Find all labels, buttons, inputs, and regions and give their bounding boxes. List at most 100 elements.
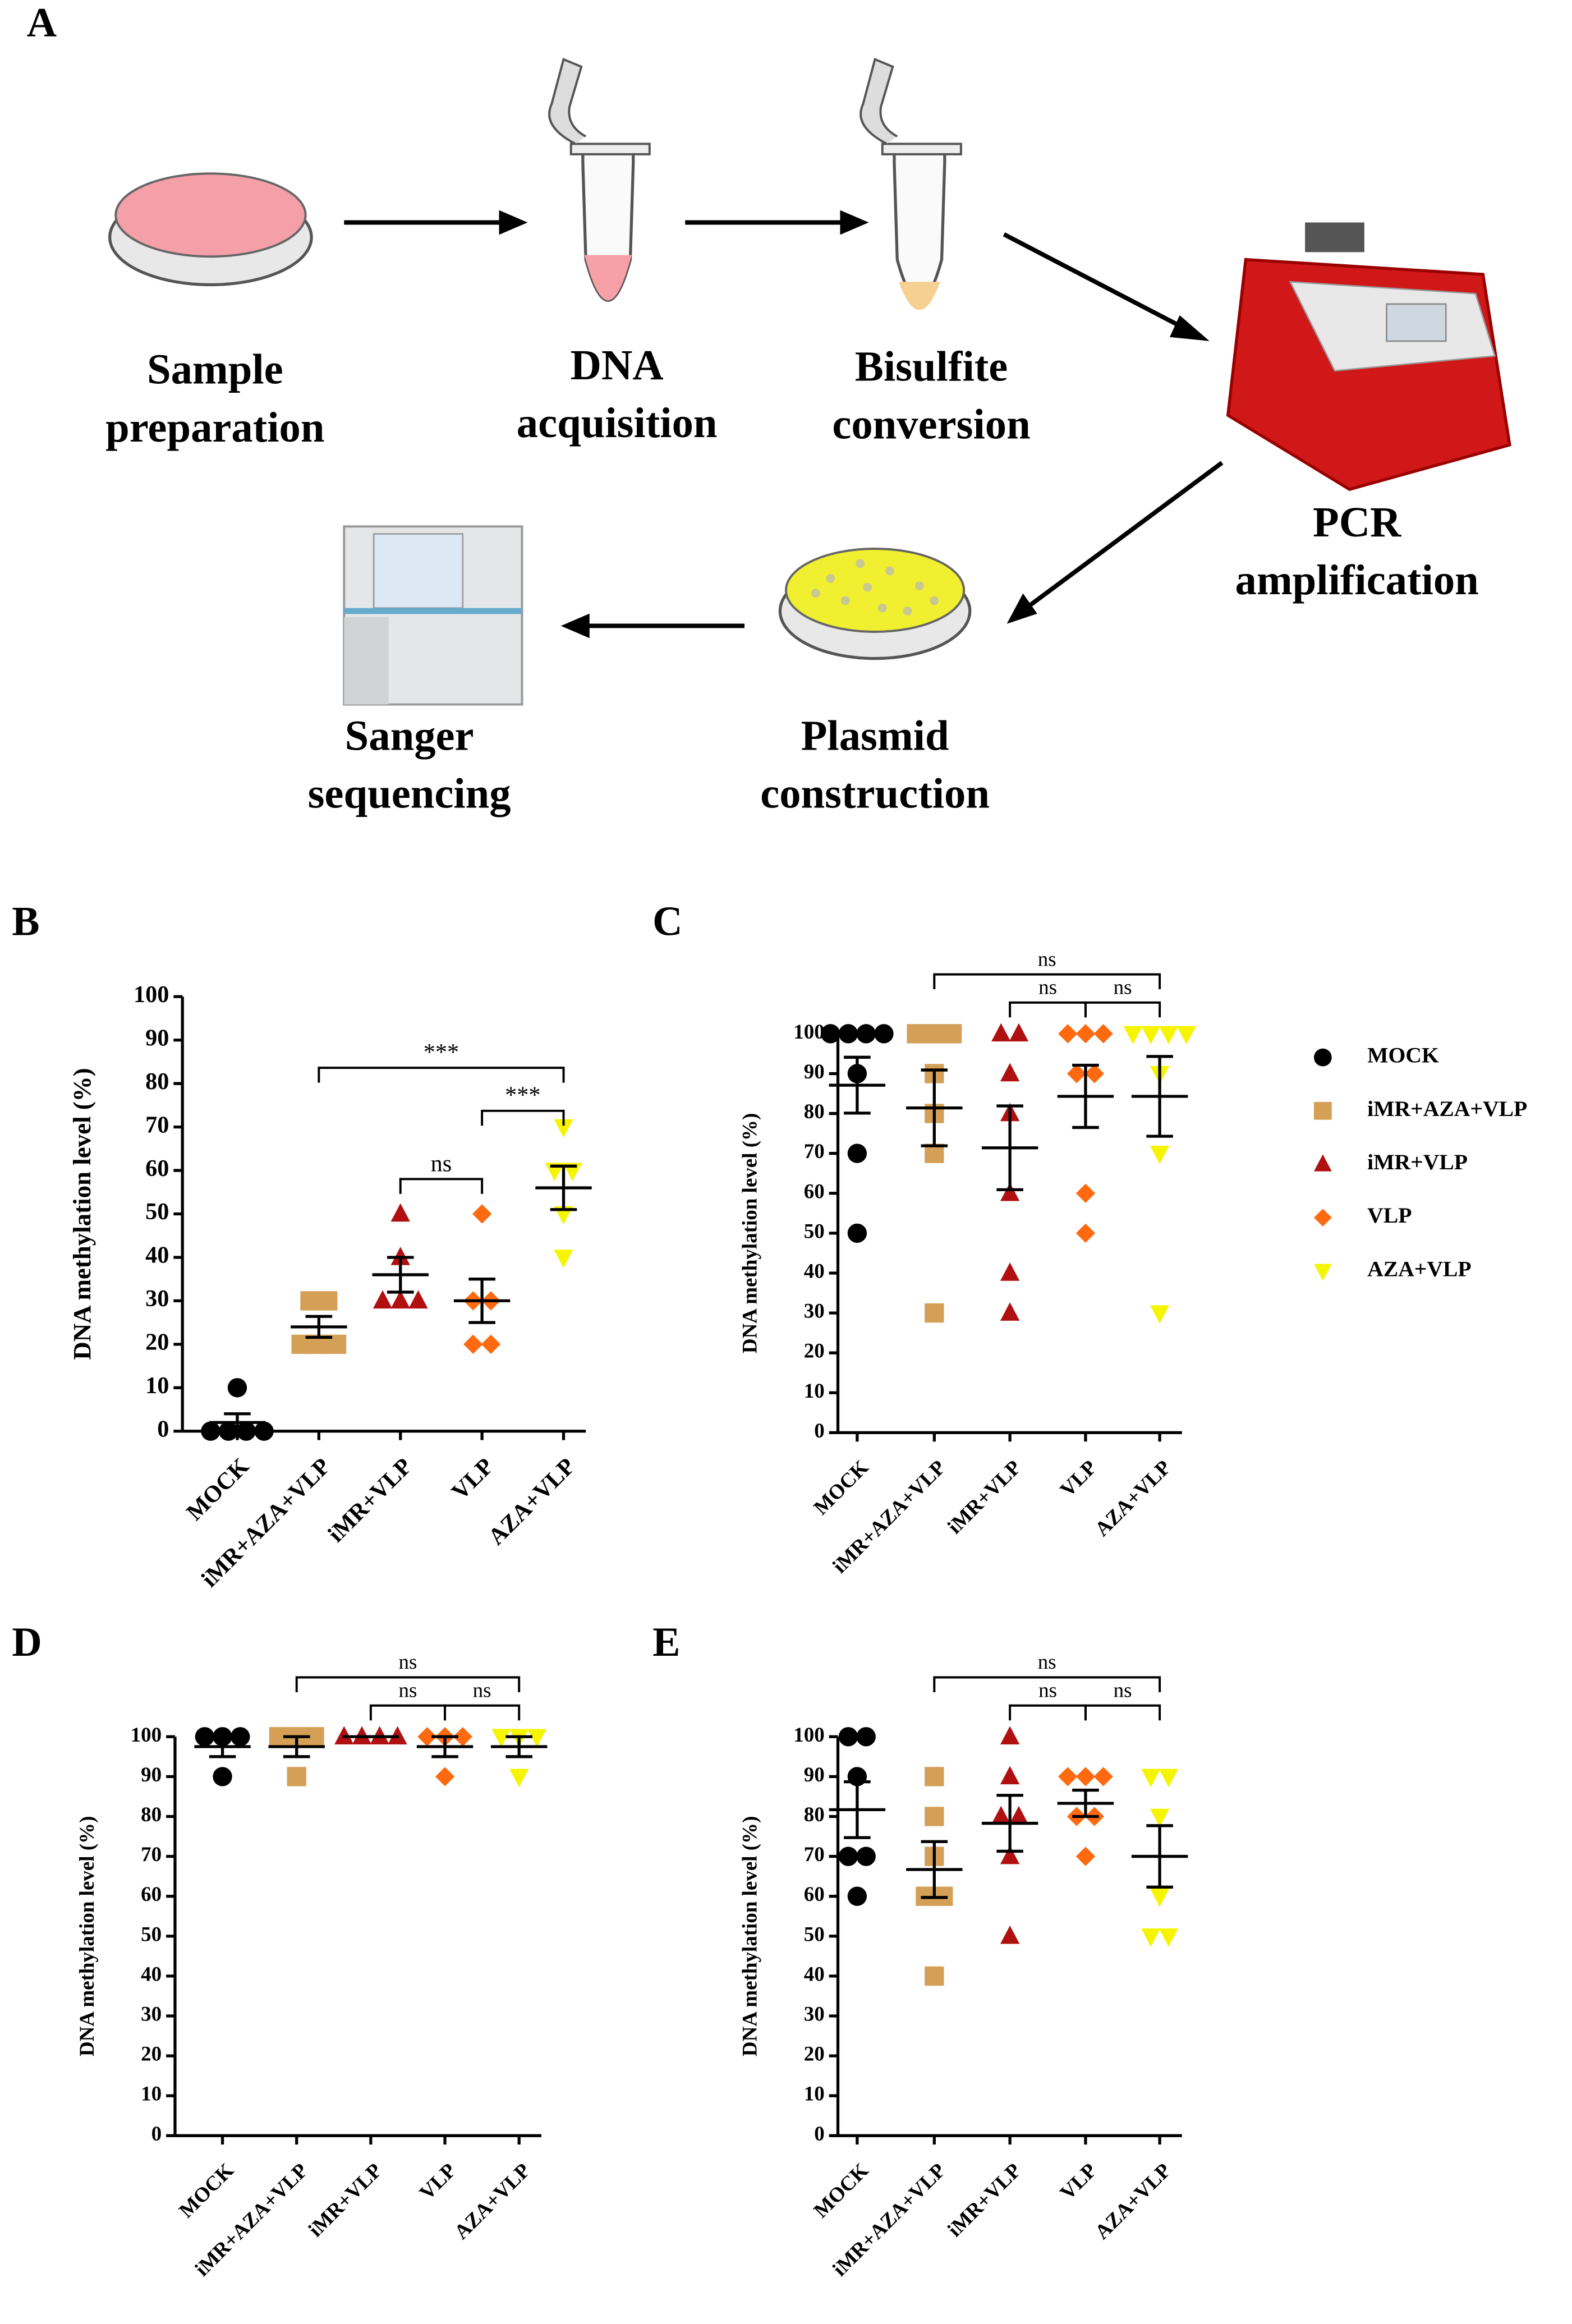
- y-tick-label: 0: [814, 1420, 824, 1443]
- data-point: [1093, 1024, 1113, 1044]
- legend-label: MOCK: [1367, 1043, 1439, 1068]
- y-tick-label: 50: [804, 1220, 825, 1243]
- y-tick-label: 100: [793, 1724, 825, 1747]
- legend-marker: [1314, 1264, 1332, 1281]
- y-tick-label: 90: [804, 1763, 825, 1786]
- x-tick-label: AZA+VLP: [1091, 2159, 1175, 2244]
- x-tick-label: iMR+VLP: [943, 1456, 1026, 1538]
- chart: B DNA methylation level (%) 0 10 20 30 40 50 60 7…: [12, 898, 592, 1592]
- panel-label: A: [27, 0, 57, 46]
- data-point: [1176, 1026, 1196, 1045]
- data-point: [1075, 1024, 1096, 1044]
- y-tick-label: 20: [145, 1329, 169, 1356]
- y-tick-label: 60: [804, 1883, 825, 1906]
- data-point: [390, 1290, 410, 1309]
- data-point: [463, 1334, 483, 1354]
- y-tick-label: 20: [804, 2043, 825, 2066]
- data-point: [1000, 1726, 1020, 1745]
- y-tick-label: 30: [141, 2003, 162, 2026]
- data-point: [925, 1303, 944, 1323]
- data-point: [1141, 1928, 1161, 1947]
- y-tick-label: 20: [804, 1340, 825, 1363]
- data-point: [231, 1727, 250, 1747]
- data-point: [195, 1727, 215, 1747]
- y-tick-label: 70: [141, 1843, 162, 1866]
- x-tick-label: iMR+VLP: [943, 2159, 1026, 2242]
- significance-bracket: [399, 1178, 484, 1194]
- x-tick-label: AZA+VLP: [1091, 1456, 1175, 1541]
- significance-label: ns: [399, 1679, 417, 1702]
- significance-bracket: [933, 1676, 1161, 1692]
- step-label: Plasmid: [801, 712, 949, 760]
- data-point: [1009, 1806, 1029, 1825]
- y-tick-label: 70: [804, 1843, 825, 1866]
- x-tick-label: VLP: [1056, 1456, 1101, 1501]
- y-tick-label: 10: [141, 2083, 162, 2106]
- y-tick-label: 50: [145, 1198, 169, 1225]
- step-label: preparation: [105, 403, 324, 451]
- legend-marker: [1314, 1101, 1332, 1120]
- y-tick-label: 80: [145, 1068, 169, 1095]
- y-tick-label: 90: [141, 1763, 162, 1786]
- data-point: [318, 1291, 338, 1311]
- x-tick-label: VLP: [447, 1453, 499, 1505]
- data-point: [1075, 1183, 1096, 1203]
- y-tick-label: 30: [145, 1285, 169, 1312]
- data-point: [390, 1203, 410, 1222]
- data-point: [300, 1291, 320, 1311]
- y-tick-label: 80: [804, 1803, 825, 1826]
- pcr-machine: [1226, 222, 1511, 492]
- data-point: [491, 1729, 511, 1748]
- data-point: [1084, 1064, 1104, 1083]
- data-point: [1000, 1845, 1020, 1864]
- data-point: [925, 1966, 944, 1986]
- data-point: [942, 1024, 962, 1044]
- significance-label: ns: [1038, 1651, 1056, 1674]
- data-point: [925, 1024, 944, 1044]
- data-point: [1150, 1145, 1170, 1164]
- x-tick-label: VLP: [1056, 2159, 1101, 2204]
- step-label: Sanger: [345, 712, 474, 760]
- y-tick-label: 100: [793, 1021, 825, 1044]
- data-point: [1067, 1064, 1087, 1083]
- step-label: amplification: [1235, 556, 1479, 604]
- x-tick-label: AZA+VLP: [483, 1453, 580, 1550]
- chart: E DNA methylation level (%) 0 10 20 30 40 50 60 7…: [652, 1619, 1188, 2281]
- data-point: [554, 1250, 573, 1268]
- significance-label: ns: [1038, 976, 1057, 999]
- y-axis-label: DNA methylation level (%): [739, 1816, 762, 2057]
- x-tick-label: MOCK: [181, 1453, 254, 1526]
- legend-marker: [1314, 1048, 1332, 1067]
- x-tick-label: MOCK: [810, 1456, 873, 1519]
- panel-label: D: [12, 1619, 42, 1665]
- step-label: sequencing: [308, 770, 511, 817]
- data-point: [554, 1119, 573, 1138]
- step-label: PCR: [1313, 498, 1402, 546]
- data-point: [847, 1886, 867, 1906]
- y-tick-label: 10: [804, 2083, 825, 2106]
- data-point: [1000, 1302, 1020, 1321]
- y-axis-label: DNA methylation level (%): [68, 1068, 96, 1360]
- legend-label: iMR+AZA+VLP: [1367, 1096, 1527, 1121]
- data-point: [847, 1223, 867, 1243]
- data-point: [435, 1767, 455, 1786]
- y-tick-label: 50: [141, 1923, 162, 1946]
- data-point: [254, 1421, 274, 1441]
- data-point: [1000, 1063, 1020, 1082]
- y-tick-label: 10: [145, 1372, 169, 1399]
- significance-bracket: [1009, 1001, 1087, 1018]
- y-tick-label: 0: [157, 1416, 169, 1442]
- data-point: [227, 1378, 247, 1398]
- data-point: [1150, 1888, 1170, 1907]
- significance-bracket: [1084, 1001, 1161, 1018]
- significance-bracket: [1009, 1704, 1087, 1721]
- data-point: [481, 1334, 501, 1354]
- data-point: [1159, 1769, 1179, 1788]
- y-tick-label: 100: [134, 981, 169, 1008]
- significance-label: ***: [424, 1039, 459, 1065]
- y-tick-label: 0: [814, 2123, 824, 2146]
- petri-dish-medium: [114, 172, 307, 258]
- legend-label: VLP: [1367, 1203, 1412, 1228]
- y-tick-label: 70: [804, 1140, 825, 1163]
- x-tick-label: iMR+VLP: [304, 2159, 387, 2242]
